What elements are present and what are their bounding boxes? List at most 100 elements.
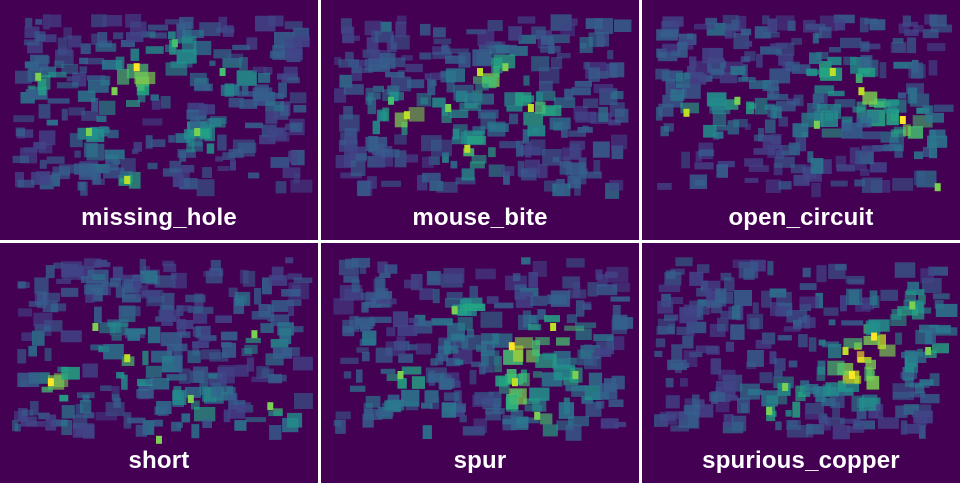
heatmap-cell [215, 315, 232, 323]
heatmap-cell [803, 164, 811, 176]
heatmap-cell [389, 91, 399, 102]
heatmap-cell [819, 26, 832, 39]
heatmap-cell [934, 300, 944, 309]
heatmap-cell [584, 344, 592, 352]
heatmap-cell [608, 399, 624, 407]
heatmap-cell [282, 167, 301, 179]
heatmap-cell [397, 324, 418, 337]
heatmap-cell [808, 337, 817, 352]
heatmap-cell [195, 115, 207, 131]
heatmap-cell [145, 376, 155, 385]
heatmap-cell [472, 394, 494, 407]
heatmap-cell [933, 293, 950, 300]
heatmap-cell [777, 335, 792, 341]
heatmap-cell [404, 279, 419, 289]
heatmap-cell [182, 22, 192, 38]
heatmap-cell [168, 135, 175, 143]
heatmap-cell [246, 37, 258, 50]
heatmap-cell [486, 296, 499, 304]
heatmap-cell [828, 319, 836, 326]
heatmap-cell [451, 136, 471, 145]
heatmap-cell [732, 305, 741, 320]
heatmap-cell [828, 47, 841, 53]
heatmap-cell [703, 124, 717, 138]
heatmap-cell [843, 56, 857, 66]
heatmap-cell [77, 181, 86, 191]
heatmap-cell [88, 80, 109, 93]
heatmap-cell [271, 266, 284, 281]
heatmap-cell [20, 380, 28, 388]
heatmap-hotspot [502, 63, 509, 72]
panel-label-spurious-copper: spurious_copper [702, 447, 900, 474]
heatmap-cell [265, 101, 284, 112]
heatmap-cell [548, 34, 570, 44]
heatmap-cell [510, 389, 523, 398]
heatmap-cell [686, 321, 707, 334]
heatmap-cell [547, 294, 567, 305]
heatmap-cell [611, 145, 624, 160]
heatmap-cell [556, 420, 574, 431]
heatmap-cell [483, 365, 494, 373]
heatmap-cell [176, 422, 183, 428]
heatmap-cell [335, 419, 346, 434]
heatmap-cell [126, 100, 140, 107]
heatmap-cell [859, 397, 881, 411]
heatmap-cell [345, 51, 354, 61]
heatmap-cell [270, 157, 290, 168]
heatmap-cell [445, 55, 466, 64]
heatmap-cell [695, 180, 706, 186]
heatmap-cell [914, 151, 924, 160]
heatmap-cell [657, 51, 678, 62]
heatmap-cell [865, 370, 876, 381]
heatmap-cell [690, 60, 712, 76]
heatmap-cell [561, 122, 568, 138]
heatmap-cell [60, 287, 79, 297]
heatmap-cell [447, 322, 465, 340]
heatmap-cell [405, 63, 423, 73]
heatmap-hotspot [267, 402, 274, 411]
heatmap-cell [380, 149, 400, 158]
heatmap-svg-spur [333, 257, 634, 441]
heatmap-cell [567, 357, 578, 365]
heatmap-cell [165, 62, 188, 76]
heatmap-cell [904, 423, 921, 434]
heatmap-cell [528, 272, 538, 288]
heatmap-cell [432, 97, 446, 108]
heatmap-cell [932, 343, 949, 354]
heatmap-cell [830, 180, 848, 187]
heatmap-cell [588, 372, 603, 387]
heatmap-cell [45, 414, 57, 431]
heatmap-cell [397, 378, 407, 389]
heatmap-cell [92, 288, 103, 302]
heatmap-cell [375, 144, 385, 156]
heatmap-cell [432, 46, 451, 55]
heatmap-cell [696, 264, 710, 274]
heatmap-cell [467, 136, 487, 146]
heatmap-cell [837, 387, 854, 396]
heatmap-cell [111, 386, 120, 400]
heatmap-hotspot [550, 323, 557, 331]
heatmap-cell [99, 322, 116, 334]
heatmap-cell [275, 181, 287, 194]
heatmap-cell [275, 92, 285, 100]
heatmap-cell [179, 16, 194, 29]
heatmap-cell [164, 19, 184, 25]
heatmap-cell [895, 332, 903, 345]
heatmap-cell [365, 395, 381, 408]
heatmap-cell [391, 57, 406, 68]
heatmap-cell [237, 91, 258, 97]
heatmap-cell [162, 292, 175, 310]
heatmap-cell [442, 152, 449, 163]
heatmap-cell [793, 94, 804, 107]
heatmap-cell [929, 129, 946, 138]
heatmap-cell [181, 413, 191, 423]
heatmap-cell [816, 51, 829, 60]
heatmap-cell [861, 145, 881, 152]
heatmap-cell [890, 110, 899, 121]
heatmap-cell [284, 38, 294, 50]
heatmap-cell [203, 271, 220, 277]
heatmap-cell [614, 19, 632, 32]
heatmap-cell [658, 103, 674, 117]
heatmap-cell [855, 302, 871, 312]
heatmap-cell [611, 318, 627, 335]
